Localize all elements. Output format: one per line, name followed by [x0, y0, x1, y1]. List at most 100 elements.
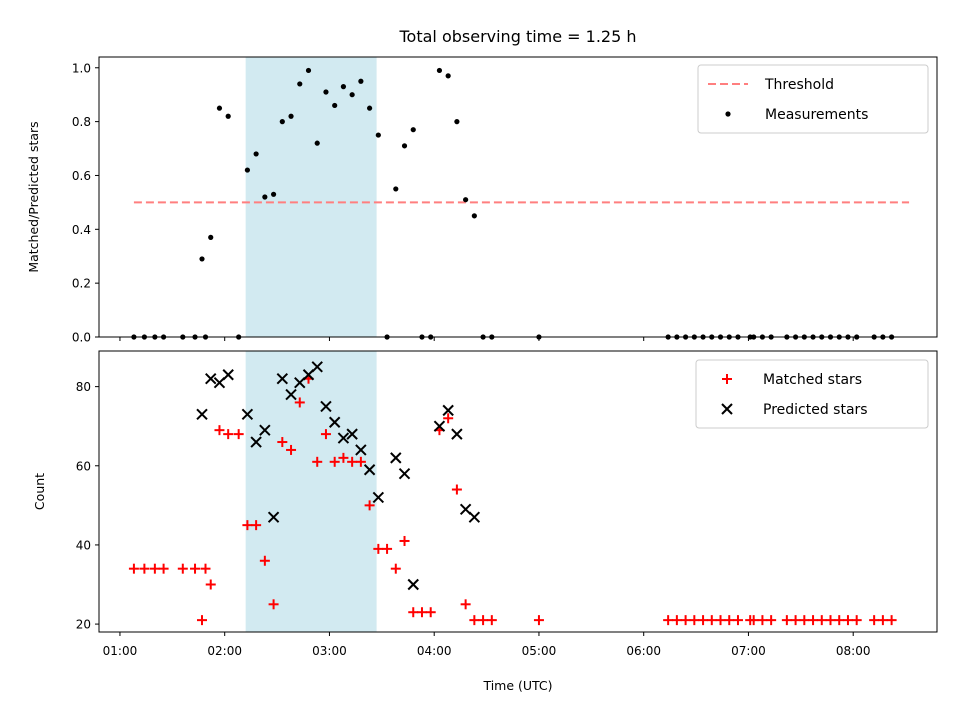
measurements-legend-label: Measurements — [765, 107, 868, 123]
cross-stroke — [320, 400, 332, 413]
measurement-point — [216, 105, 223, 111]
measurement-point — [445, 73, 451, 79]
matched-star-point — [214, 425, 225, 436]
matched-star-point — [320, 429, 331, 440]
matched-star-point — [443, 413, 454, 424]
top-y-tick-label: 0.8 — [72, 115, 91, 129]
measurement-point — [358, 78, 364, 84]
top-y-tick-label: 0.0 — [72, 331, 91, 345]
matched-star-point — [390, 563, 401, 574]
measurement-point — [225, 113, 231, 119]
cross-stroke — [407, 578, 419, 591]
predicted-star-point — [328, 416, 341, 428]
top-legend: Threshold Measurements — [697, 64, 929, 134]
matched-star-point — [808, 615, 819, 626]
matched-star-point — [408, 607, 419, 618]
matched-legend-marker — [722, 374, 732, 384]
matched-star-point — [294, 397, 305, 408]
matched-star-point — [200, 563, 211, 574]
cross-stroke — [346, 428, 358, 440]
measurement-point — [314, 140, 320, 146]
cross-stroke — [250, 436, 262, 448]
matched-star-point — [355, 456, 366, 467]
cross-stroke — [451, 428, 463, 440]
cross-stroke — [241, 408, 254, 421]
matched-star-point — [533, 615, 544, 626]
cross-stroke — [721, 403, 733, 415]
top-y-tick-label: 0.4 — [72, 223, 91, 237]
cross-stroke — [442, 404, 454, 417]
cross-stroke — [259, 424, 271, 436]
matched-star-point — [834, 615, 845, 626]
matched-star-point — [451, 484, 462, 495]
matched-star-point — [680, 615, 691, 626]
chart-title: Total observing time = 1.25 h — [398, 27, 636, 46]
cross-stroke — [372, 491, 385, 504]
observing-span-top — [245, 57, 377, 337]
cross-stroke — [205, 372, 217, 385]
cross-stroke — [459, 503, 472, 516]
predicted-star-point — [259, 424, 271, 436]
measurement-point — [436, 67, 443, 74]
predicted-star-point — [320, 400, 332, 413]
matched-star-point — [399, 535, 410, 546]
matched-star-point — [689, 615, 700, 626]
matched-star-point — [486, 615, 497, 626]
x-axis-label: Time (UTC) — [482, 678, 552, 693]
bottom-axes-frame — [98, 350, 938, 633]
cross-stroke — [222, 369, 234, 381]
x-tick-label: 07:00 — [731, 644, 766, 658]
measurement-point — [262, 194, 268, 200]
matched-star-point — [139, 563, 150, 574]
measurement-point — [244, 167, 250, 173]
predicted-star-point — [205, 372, 217, 385]
measurement-point — [279, 119, 285, 125]
matched-stars-points — [128, 373, 897, 626]
predicted-star-point — [407, 578, 419, 591]
bottom-legend: Matched stars Predicted stars — [695, 359, 929, 429]
predicted-star-point — [337, 432, 350, 444]
cross-stroke — [390, 452, 402, 464]
cross-stroke — [196, 408, 208, 421]
measurement-point — [367, 105, 373, 111]
bottom-x-ticks: 01:00 02:00 03:00 04:00 05:00 06:00 07:00 08:00 — [103, 632, 870, 658]
matched-star-point — [842, 615, 853, 626]
matched-star-point — [851, 615, 862, 626]
predicted-legend-label: Predicted stars — [763, 402, 868, 418]
top-y-tick-label: 0.2 — [72, 277, 91, 291]
predicted-star-point — [222, 369, 234, 381]
measurement-point — [323, 89, 329, 95]
measurement-point — [288, 113, 294, 119]
cross-stroke — [285, 388, 297, 401]
matched-star-point — [364, 500, 375, 511]
matched-legend-glyph — [722, 374, 732, 384]
predicted-star-point — [390, 452, 402, 464]
bottom-y-tick-label: 20 — [76, 618, 91, 632]
matched-star-point — [706, 615, 717, 626]
predicted-star-point — [311, 361, 323, 373]
measurement-point — [253, 151, 259, 157]
measurement-point — [332, 102, 338, 109]
measurements-legend-marker — [725, 111, 731, 117]
matched-star-point — [286, 444, 297, 455]
top-y-ticks: 0.0 0.2 0.4 0.6 0.8 1.0 — [72, 61, 99, 345]
matched-star-point — [197, 615, 208, 626]
measurement-point — [270, 191, 277, 197]
predicted-star-point — [346, 428, 358, 440]
predicted-stars-points — [196, 361, 481, 591]
matched-star-point — [869, 615, 880, 626]
matched-star-point — [748, 615, 759, 626]
bottom-y-tick-label: 40 — [76, 538, 91, 552]
matched-star-point — [277, 437, 288, 448]
matched-star-point — [205, 579, 216, 590]
predicted-star-point — [398, 467, 411, 480]
matched-star-point — [259, 555, 270, 566]
measurement-point — [410, 127, 416, 133]
x-tick-label: 02:00 — [207, 644, 242, 658]
x-tick-label: 04:00 — [417, 644, 452, 658]
measurement-point — [454, 119, 460, 125]
bottom-y-tick-label: 60 — [76, 459, 91, 473]
measurement-point — [463, 197, 469, 203]
observing-span-bottom — [245, 351, 377, 632]
